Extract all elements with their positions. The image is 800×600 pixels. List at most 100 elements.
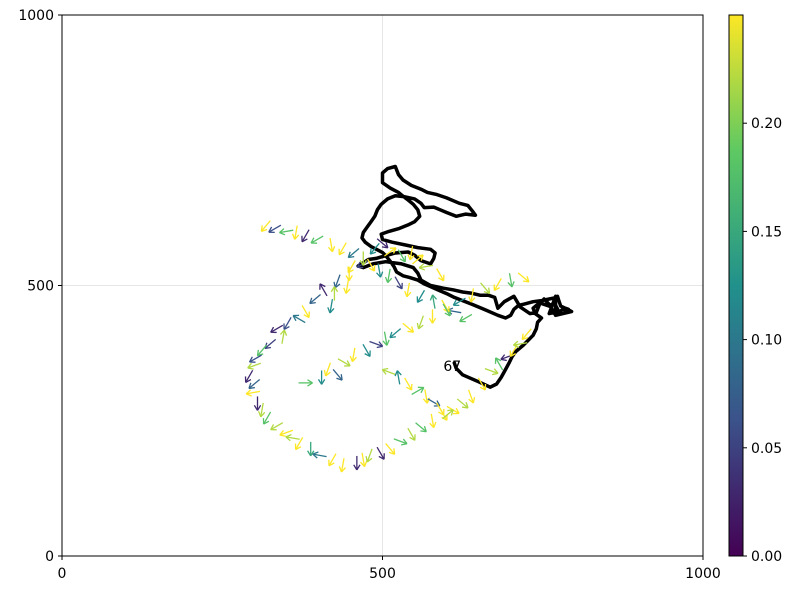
arrow-shaft (294, 225, 298, 240)
arrow-marker (294, 437, 304, 451)
arrow-head (359, 259, 364, 266)
arrow-head (364, 353, 371, 358)
arrow-head (331, 245, 336, 253)
arrow-marker (484, 367, 499, 376)
arrow-head (279, 228, 285, 234)
arrow-head (310, 450, 315, 457)
arrow-head (279, 429, 285, 436)
arrow-head (416, 322, 420, 329)
arrow-head (353, 464, 358, 471)
arrow-marker (411, 254, 424, 265)
x-axis-ticks: 0 500 1000 (58, 556, 721, 582)
arrow-shaft (246, 390, 261, 395)
arrow-marker (268, 224, 282, 234)
colorbar-tick-label: 0.10 (751, 333, 782, 349)
arrow-marker (407, 246, 415, 261)
arrow-marker (456, 398, 469, 409)
arrow-shaft (383, 331, 388, 346)
arrow-head (279, 434, 286, 437)
arrow-head (429, 422, 435, 429)
arrow-shaft (407, 427, 416, 441)
arrow-shaft (411, 386, 425, 396)
arrow-shaft (329, 299, 334, 314)
colorbar (728, 14, 744, 557)
arrow-shaft (424, 389, 428, 404)
arrow-shaft (249, 354, 262, 363)
arrow-head (433, 421, 437, 428)
arrow-head (399, 258, 406, 263)
arrow-head (522, 280, 529, 283)
arrow-marker (359, 251, 367, 266)
track-annotation-label: 67 (443, 359, 461, 375)
trajectory-line (356, 164, 574, 389)
arrow-head (325, 371, 331, 377)
arrow-marker (319, 283, 328, 297)
trajectory-path (356, 164, 574, 389)
arrow-head (348, 256, 355, 259)
arrow-head (248, 356, 253, 363)
arrow-head (307, 382, 313, 387)
arrow-head (283, 329, 288, 336)
arrow-head (263, 420, 270, 425)
arrow-marker (337, 358, 351, 367)
arrow-head (417, 298, 424, 303)
arrow-head (369, 248, 372, 255)
arrow-head (345, 288, 351, 294)
arrow-shaft (295, 437, 304, 450)
arrow-shaft (508, 273, 513, 288)
arrow-head (268, 226, 273, 233)
arrow-head (418, 267, 426, 271)
arrow-marker (362, 344, 371, 358)
arrow-head (327, 307, 331, 314)
arrow-shaft (470, 288, 475, 303)
arrow-shaft (340, 458, 345, 473)
arrow-head (452, 299, 457, 306)
arrow-marker (365, 448, 373, 463)
arrow-head (493, 368, 499, 374)
arrow-shaft (248, 378, 261, 389)
arrow-head (329, 308, 335, 314)
arrow-shaft (283, 316, 292, 330)
arrow-marker (459, 313, 473, 323)
arrow-marker (442, 303, 451, 317)
arrow-marker (512, 340, 528, 348)
arrow-head (285, 436, 291, 442)
arrow-shaft (301, 229, 310, 243)
arrow-shaft (431, 294, 436, 309)
arrow-head (312, 453, 318, 459)
arrow-marker (369, 242, 380, 255)
y-tick-label: 0 (45, 549, 54, 565)
arrow-head (431, 317, 437, 324)
y-tick-label: 500 (27, 279, 54, 295)
arrow-marker (422, 389, 431, 404)
arrow-marker (407, 427, 416, 441)
arrow-head (386, 339, 390, 346)
arrow-head (363, 460, 368, 467)
arrow-head (417, 254, 424, 257)
arrow-marker (397, 249, 407, 263)
arrow-head (245, 389, 252, 395)
arrow-marker (360, 452, 368, 468)
arrow-head (407, 330, 414, 333)
arrow-marker (416, 315, 424, 330)
arrow-shaft (442, 409, 454, 420)
arrow-shaft (366, 258, 376, 272)
arrow-head (370, 251, 377, 255)
arrow-head (381, 246, 388, 249)
arrow-shaft (270, 324, 284, 333)
colorbar-tick-label: 0.15 (751, 224, 782, 240)
arrow-marker (382, 331, 390, 346)
arrow-marker (381, 367, 396, 376)
arrow-marker (384, 268, 393, 284)
arrow-marker (338, 242, 347, 256)
arrow-head (260, 411, 266, 418)
arrow-shaft (301, 305, 310, 318)
arrow-shaft (377, 263, 382, 278)
colorbar-tick-label: 0.20 (751, 116, 782, 132)
arrow-head (396, 285, 403, 290)
arrow-shaft (260, 402, 264, 417)
arrow-head (347, 251, 351, 258)
arrow-head (409, 436, 416, 441)
arrow-marker (418, 263, 434, 271)
arrow-shaft (319, 283, 328, 297)
